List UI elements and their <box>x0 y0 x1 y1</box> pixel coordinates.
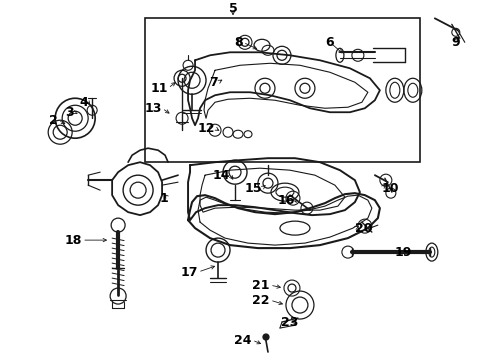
Text: 8: 8 <box>234 36 243 49</box>
Text: 2: 2 <box>49 114 58 127</box>
Text: 7: 7 <box>209 76 218 89</box>
Text: 11: 11 <box>150 82 168 95</box>
Text: 6: 6 <box>326 36 334 49</box>
Text: 5: 5 <box>229 2 237 15</box>
Text: 10: 10 <box>382 182 399 195</box>
Text: 18: 18 <box>65 234 82 247</box>
Text: 23: 23 <box>281 315 298 329</box>
Text: 22: 22 <box>252 293 270 307</box>
Text: 9: 9 <box>452 36 461 49</box>
Text: 24: 24 <box>235 333 252 347</box>
Text: 21: 21 <box>252 279 270 292</box>
Text: 16: 16 <box>277 194 295 207</box>
Text: 3: 3 <box>66 106 74 119</box>
Text: 20: 20 <box>355 222 372 235</box>
Circle shape <box>263 334 269 340</box>
Text: 1: 1 <box>159 192 168 204</box>
Text: 12: 12 <box>197 122 215 135</box>
Text: 15: 15 <box>245 182 262 195</box>
Text: 13: 13 <box>145 102 162 115</box>
Text: 4: 4 <box>79 96 88 109</box>
Bar <box>145 18 420 162</box>
Text: 19: 19 <box>395 246 412 258</box>
Text: 14: 14 <box>213 169 230 182</box>
Text: 17: 17 <box>180 266 198 279</box>
